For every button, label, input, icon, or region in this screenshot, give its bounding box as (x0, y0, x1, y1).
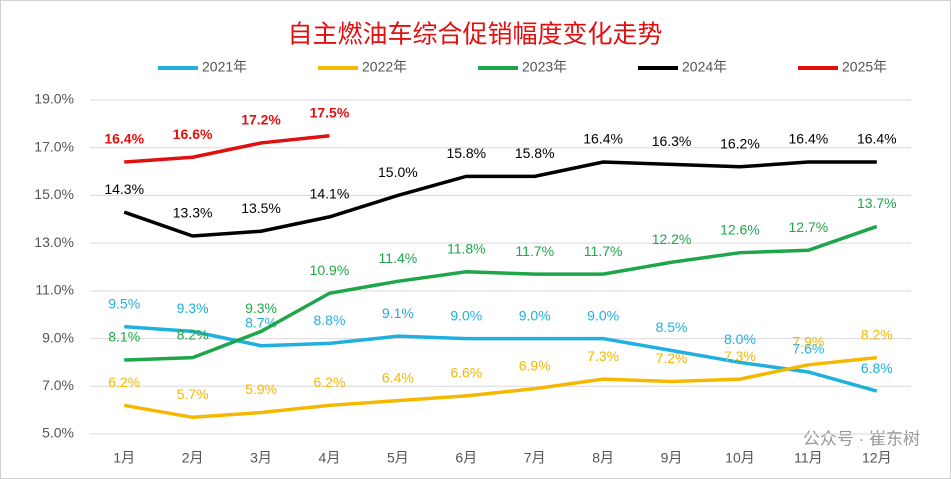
y-tick-label: 13.0% (34, 234, 74, 250)
data-label: 7.2% (656, 350, 688, 366)
data-label: 8.8% (313, 312, 345, 328)
data-label: 9.3% (245, 300, 277, 316)
y-tick-label: 17.0% (34, 138, 74, 154)
data-label: 16.4% (583, 131, 623, 147)
y-tick-label: 19.0% (34, 91, 74, 107)
data-label: 12.2% (652, 231, 692, 247)
legend-label: 2024年 (682, 59, 727, 75)
watermark: 公众号 · 崔东树 (803, 429, 920, 448)
data-label: 16.4% (789, 131, 829, 147)
series-line (123, 160, 877, 238)
data-label: 16.2% (720, 136, 760, 152)
data-label: 17.5% (310, 104, 350, 120)
x-tick-label: 9月 (661, 450, 683, 466)
y-tick-label: 7.0% (42, 377, 74, 393)
x-tick-label: 4月 (319, 450, 341, 466)
legend-label: 2023年 (522, 59, 567, 75)
data-label: 9.1% (382, 305, 414, 321)
series-line (123, 355, 877, 420)
x-tick-label: 3月 (250, 450, 272, 466)
x-tick-label: 7月 (524, 450, 546, 466)
y-tick-label: 5.0% (42, 425, 74, 441)
data-label: 16.6% (173, 126, 213, 142)
y-tick-label: 15.0% (34, 186, 74, 202)
data-label: 11.4% (379, 250, 418, 266)
x-tick-label: 2月 (182, 450, 204, 466)
x-tick-label: 1月 (113, 450, 135, 466)
data-label: 7.6% (792, 341, 824, 357)
data-label: 8.0% (724, 331, 756, 347)
data-label: 8.7% (245, 314, 277, 330)
data-label: 13.3% (173, 205, 213, 221)
data-label: 16.4% (857, 131, 897, 147)
data-label: 9.0% (587, 307, 619, 323)
data-label: 14.1% (310, 186, 350, 202)
x-tick-label: 11月 (794, 450, 823, 466)
data-label: 13.7% (857, 195, 897, 211)
data-label: 15.8% (515, 145, 555, 161)
data-label: 7.3% (724, 348, 756, 364)
data-label: 12.7% (789, 219, 829, 235)
data-label: 10.9% (310, 262, 350, 278)
data-label: 9.0% (450, 307, 482, 323)
data-label: 11.7% (584, 243, 623, 259)
data-label: 6.2% (313, 374, 345, 390)
data-label: 6.6% (450, 365, 482, 381)
data-label: 6.8% (861, 360, 893, 376)
y-tick-label: 9.0% (42, 329, 74, 345)
legend-label: 2021年 (202, 59, 247, 75)
data-label: 9.5% (108, 295, 140, 311)
data-label: 6.4% (382, 369, 414, 385)
data-label: 14.3% (104, 181, 144, 197)
chart-title: 自主燃油车综合促销幅度变化走势 (287, 21, 662, 49)
series-line (124, 324, 878, 393)
data-label: 16.3% (652, 133, 692, 149)
data-label: 5.7% (177, 386, 209, 402)
data-label: 7.3% (587, 348, 619, 364)
data-label: 11.7% (515, 243, 554, 259)
data-label: 8.2% (861, 326, 893, 342)
data-label: 9.0% (519, 307, 551, 323)
data-label: 17.2% (241, 112, 281, 128)
data-label: 9.3% (177, 300, 209, 316)
legend-label: 2022年 (362, 59, 407, 75)
data-label: 5.9% (245, 381, 277, 397)
legend-label: 2025年 (842, 59, 887, 75)
series-line (124, 224, 878, 362)
data-label: 8.2% (177, 326, 209, 342)
data-label: 8.1% (108, 329, 140, 345)
data-label: 12.6% (720, 221, 760, 237)
series-line (124, 134, 330, 164)
data-label: 7.9% (792, 334, 824, 350)
x-tick-label: 10月 (725, 450, 755, 466)
data-label: 15.8% (446, 145, 486, 161)
data-label: 13.5% (241, 200, 281, 216)
data-label: 6.9% (519, 357, 551, 373)
data-label: 16.4% (104, 131, 144, 147)
x-tick-label: 6月 (455, 450, 477, 466)
data-label: 15.0% (378, 164, 418, 180)
data-label: 11.8% (447, 240, 486, 256)
y-tick-label: 11.0% (35, 282, 74, 298)
x-tick-label: 12月 (862, 450, 892, 466)
data-label: 8.5% (656, 319, 688, 335)
x-tick-label: 5月 (387, 450, 409, 466)
x-tick-label: 8月 (592, 450, 614, 466)
data-label: 6.2% (108, 374, 140, 390)
